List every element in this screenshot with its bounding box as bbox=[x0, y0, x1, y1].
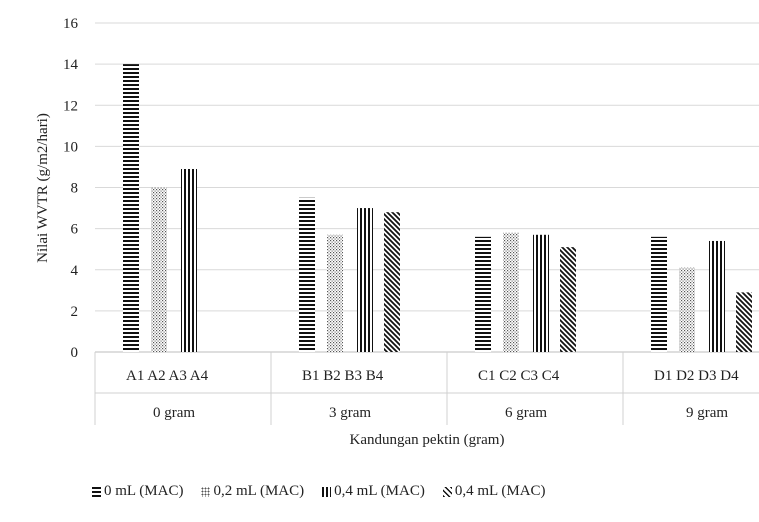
legend-label: 0,4 mL (MAC) bbox=[454, 483, 546, 499]
y-axis-label: Nilai WVTR (g/m2/hari) bbox=[35, 113, 51, 263]
bars bbox=[123, 64, 752, 352]
bar-a1 bbox=[123, 64, 139, 352]
bar-d1 bbox=[651, 236, 667, 352]
gridlines bbox=[95, 22, 759, 353]
bar-a3 bbox=[181, 168, 197, 352]
group-label: 3 gram bbox=[329, 405, 371, 421]
y-tick-labels: 0 2 4 6 8 10 12 14 16 bbox=[63, 16, 79, 361]
x-axis-label: Kandungan pektin (gram) bbox=[350, 432, 505, 448]
x-tick-labels-4: D1 D2 D3 D4 bbox=[654, 368, 739, 384]
group-label: 0 gram bbox=[153, 405, 195, 421]
y-tick-label: 16 bbox=[63, 16, 79, 32]
legend-label: 0,2 mL (MAC) bbox=[213, 483, 305, 499]
y-tick-label: 12 bbox=[63, 98, 78, 114]
y-tick-label: 14 bbox=[63, 57, 79, 73]
legend-label: 0 mL (MAC) bbox=[104, 483, 184, 499]
y-tick-label: 2 bbox=[71, 304, 79, 320]
y-tick-label: 6 bbox=[71, 222, 79, 238]
x-tick-labels-2: B1 B2 B3 B4 bbox=[302, 368, 384, 384]
bar-d3 bbox=[709, 240, 725, 352]
bar-b4 bbox=[384, 212, 400, 352]
wvtr-bar-chart: 0 2 4 6 8 10 12 14 16 A1 A2 A3 A4 0 gram B1 B2 B3 … bbox=[35, 16, 759, 448]
y-tick-label: 4 bbox=[71, 263, 79, 279]
legend-item: 0,2 mL (MAC) bbox=[201, 483, 304, 500]
group-label: 9 gram bbox=[686, 405, 728, 421]
bar-d4 bbox=[736, 292, 752, 352]
y-tick-label: 10 bbox=[63, 139, 78, 155]
legend-item: 0 mL (MAC) bbox=[92, 483, 183, 500]
legend: 0 mL (MAC) 0,2 mL (MAC) 0,4 mL (MAC) 0,4 mL… bbox=[92, 483, 546, 500]
bar-c1 bbox=[475, 236, 491, 352]
bar-b3 bbox=[357, 208, 373, 352]
bar-c4 bbox=[560, 247, 576, 352]
bar-c3 bbox=[533, 234, 549, 352]
y-tick-label: 0 bbox=[71, 345, 79, 361]
legend-swatch bbox=[92, 486, 101, 497]
legend-swatch bbox=[322, 486, 332, 497]
legend-item: 0,4 mL (MAC) bbox=[322, 483, 425, 500]
legend-label: 0,4 mL (MAC) bbox=[334, 483, 425, 499]
legend-swatch bbox=[442, 486, 452, 497]
x-tick-labels-3: C1 C2 C3 C4 bbox=[478, 368, 560, 384]
bar-b1 bbox=[299, 197, 315, 352]
group-label: 6 gram bbox=[505, 405, 547, 421]
x-axis: A1 A2 A3 A4 0 gram B1 B2 B3 B4 3 gram C1 C2 … bbox=[94, 352, 759, 425]
bar-b2 bbox=[327, 234, 343, 352]
bar-a2 bbox=[151, 187, 167, 352]
legend-swatch bbox=[201, 486, 211, 497]
bar-d2 bbox=[679, 267, 695, 352]
y-tick-label: 8 bbox=[71, 181, 79, 197]
bar-c2 bbox=[503, 232, 519, 352]
legend-item: 0,4 mL (MAC) bbox=[442, 483, 546, 500]
x-tick-labels-1: A1 A2 A3 A4 bbox=[126, 368, 209, 384]
